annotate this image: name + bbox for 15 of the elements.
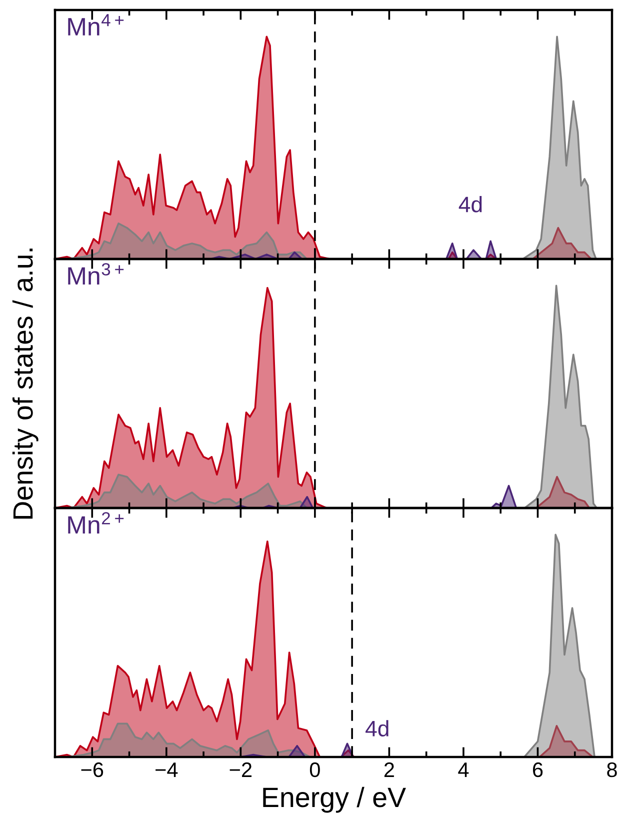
text: Mn$^{3+}$ <box>68 263 124 285</box>
x-tick-label: −4 <box>156 762 178 777</box>
annotation: 4d <box>366 720 388 736</box>
text: Mn$^{2+}$ <box>68 512 124 534</box>
x-tick-label: −6 <box>81 762 104 778</box>
x-tick-label: 6 <box>533 762 543 778</box>
y-axis-title: Density of states / a.u. <box>12 248 38 519</box>
x-tick-label: 4 <box>458 762 469 777</box>
annotation: 4d <box>458 196 482 212</box>
x-axis-title: Energy / eV <box>263 786 406 813</box>
x-tick-label: 8 <box>607 762 617 778</box>
text: Mn$^{4+}$ <box>68 14 124 36</box>
x-tick-label: 0 <box>310 762 320 778</box>
x-tick-label: 2 <box>384 762 394 777</box>
x-tick-label: −2 <box>230 762 252 777</box>
